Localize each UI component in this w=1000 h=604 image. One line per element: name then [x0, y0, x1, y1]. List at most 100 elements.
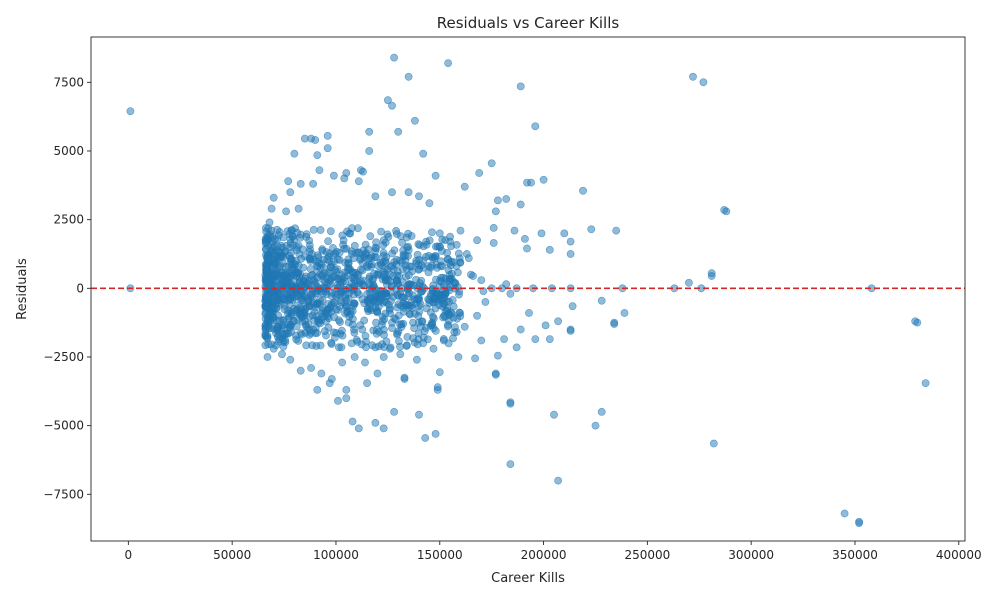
data-point	[364, 304, 372, 313]
chart-title: Residuals vs Career Kills	[437, 14, 620, 32]
data-point	[348, 320, 357, 329]
data-point	[282, 241, 291, 250]
data-point	[292, 246, 301, 254]
data-point	[516, 200, 525, 209]
data-point	[493, 196, 502, 205]
data-point	[263, 265, 272, 273]
data-point	[348, 417, 357, 426]
data-point	[428, 228, 436, 237]
data-point	[431, 171, 440, 180]
data-point	[306, 257, 315, 265]
data-point	[265, 232, 274, 240]
data-point	[506, 289, 515, 298]
data-point	[435, 229, 444, 238]
data-point	[913, 318, 922, 327]
data-point	[335, 248, 344, 257]
data-point	[275, 335, 284, 344]
data-point	[421, 434, 430, 442]
data-point	[345, 265, 354, 274]
data-point	[612, 226, 621, 235]
data-point	[265, 324, 273, 332]
data-point	[415, 410, 423, 419]
data-point	[385, 344, 394, 353]
data-point	[456, 226, 465, 235]
data-point	[265, 218, 274, 227]
data-point	[462, 250, 471, 258]
data-point	[390, 53, 398, 62]
data-point	[279, 269, 288, 278]
data-point	[349, 254, 358, 263]
data-point	[396, 350, 405, 359]
data-point	[359, 167, 367, 176]
data-point	[317, 369, 326, 378]
data-point	[379, 353, 388, 361]
data-point	[350, 353, 359, 361]
data-point	[560, 229, 569, 238]
data-point	[354, 424, 363, 433]
data-point	[424, 251, 433, 260]
data-point	[278, 350, 286, 359]
data-point	[550, 410, 558, 419]
data-point	[425, 199, 434, 208]
x-axis-ticks: 0 50000 100000 150000 200000 250000 300000 3500…	[125, 541, 982, 562]
data-point	[302, 341, 311, 350]
y-tick-label: 5000	[53, 144, 84, 158]
data-point	[299, 263, 308, 272]
y-tick-label: 7500	[53, 75, 84, 89]
data-point	[428, 318, 436, 327]
data-point	[404, 271, 413, 280]
data-point	[272, 325, 281, 333]
data-point	[342, 244, 351, 253]
data-point	[288, 265, 297, 274]
x-tick-label: 350000	[832, 548, 878, 562]
data-point	[398, 265, 407, 274]
data-point	[523, 244, 531, 253]
data-point	[301, 305, 310, 314]
data-point	[342, 394, 351, 403]
data-point	[502, 195, 511, 203]
data-point	[289, 316, 298, 325]
data-point	[491, 207, 500, 216]
data-point	[384, 301, 393, 309]
data-point	[275, 228, 284, 236]
data-point	[481, 298, 490, 306]
data-point	[313, 251, 322, 260]
data-point	[263, 303, 272, 312]
data-point	[566, 237, 575, 246]
data-point	[361, 358, 369, 367]
data-point	[429, 344, 438, 353]
data-point	[317, 259, 326, 268]
x-tick-label: 300000	[728, 548, 774, 562]
data-point	[323, 131, 332, 140]
data-point	[284, 329, 293, 338]
data-point	[263, 353, 272, 361]
data-point	[404, 72, 413, 81]
data-point	[292, 335, 301, 344]
data-point	[393, 330, 401, 339]
data-point	[475, 169, 484, 177]
data-point	[329, 244, 337, 252]
data-point	[397, 292, 406, 301]
x-tick-label: 250000	[624, 548, 670, 562]
data-point	[309, 225, 318, 234]
data-point	[709, 439, 718, 448]
y-tick-label: −5000	[43, 419, 84, 433]
data-point	[491, 370, 500, 379]
data-point	[435, 243, 444, 251]
data-point	[371, 343, 380, 352]
data-point	[279, 294, 288, 302]
data-point	[363, 379, 371, 387]
data-point	[383, 230, 392, 239]
data-point	[342, 385, 351, 394]
data-point	[388, 318, 396, 327]
data-point	[473, 236, 481, 245]
data-point	[412, 256, 421, 265]
data-point	[419, 242, 428, 251]
data-point	[356, 265, 365, 274]
data-point	[416, 322, 425, 331]
data-point	[460, 182, 469, 191]
data-point	[707, 272, 716, 280]
data-point	[280, 305, 289, 314]
data-point	[390, 258, 399, 266]
data-point	[307, 364, 315, 372]
